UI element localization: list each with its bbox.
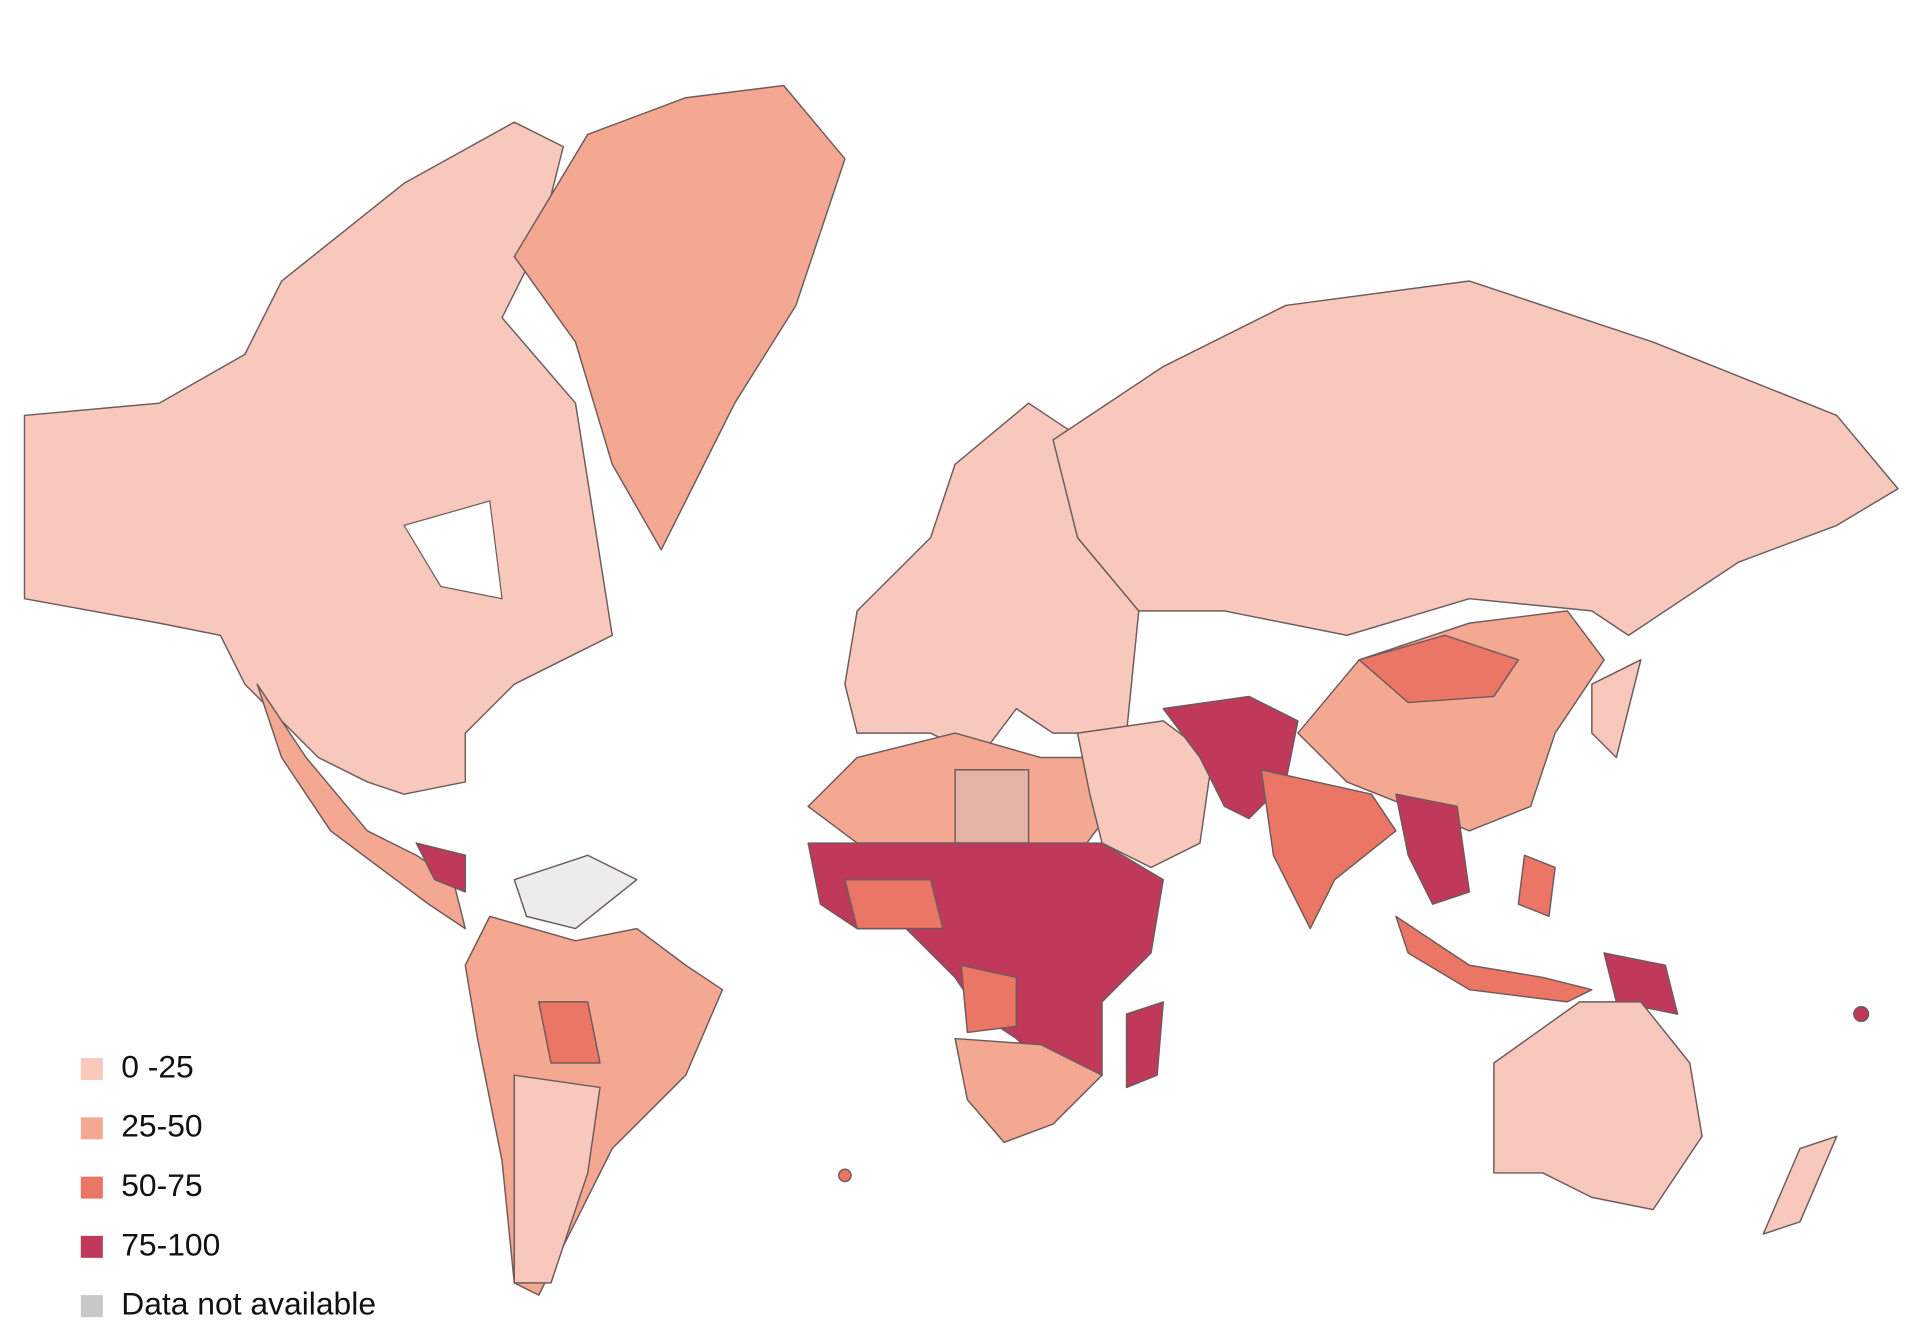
west-africa-coast [844, 878, 944, 930]
australia [1493, 1001, 1703, 1211]
southeast-asia [1395, 793, 1471, 905]
mongolia [1358, 634, 1520, 704]
fiji [1853, 1006, 1870, 1023]
india [1260, 769, 1397, 930]
hudson-bay [403, 500, 503, 600]
mauritius [838, 1168, 852, 1183]
central-america [415, 842, 467, 893]
legend-swatch [80, 1176, 103, 1199]
southern-cone [513, 1074, 601, 1284]
middle-east [1076, 720, 1213, 869]
legend-swatch [80, 1058, 103, 1081]
legend-swatch [80, 1295, 103, 1318]
legend-label: 50-75 [121, 1167, 202, 1203]
papua-new-guinea [1603, 952, 1679, 1015]
colombia-venezuela [513, 854, 638, 930]
russia [1052, 280, 1899, 637]
indonesia [1395, 915, 1593, 1003]
map-regions [23, 84, 1899, 1296]
new-zealand [1762, 1135, 1838, 1235]
philippines [1517, 854, 1556, 918]
bolivia [538, 1001, 601, 1064]
north-america [23, 121, 613, 795]
legend: 0 -25 25-50 50-75 75-100 Data not available [80, 1049, 376, 1322]
southern-africa [954, 1037, 1103, 1144]
legend-swatch [80, 1117, 103, 1140]
madagascar [1125, 1001, 1164, 1089]
angola [960, 964, 1018, 1034]
legend-label: 25-50 [121, 1108, 202, 1144]
greenland [513, 84, 846, 551]
legend-label: 0 -25 [121, 1049, 194, 1085]
legend-label: Data not available [121, 1286, 376, 1322]
legend-swatch [80, 1235, 103, 1258]
legend-label: 75-100 [121, 1226, 220, 1262]
mexico [256, 683, 467, 930]
libya [954, 769, 1030, 844]
japan [1591, 659, 1642, 759]
